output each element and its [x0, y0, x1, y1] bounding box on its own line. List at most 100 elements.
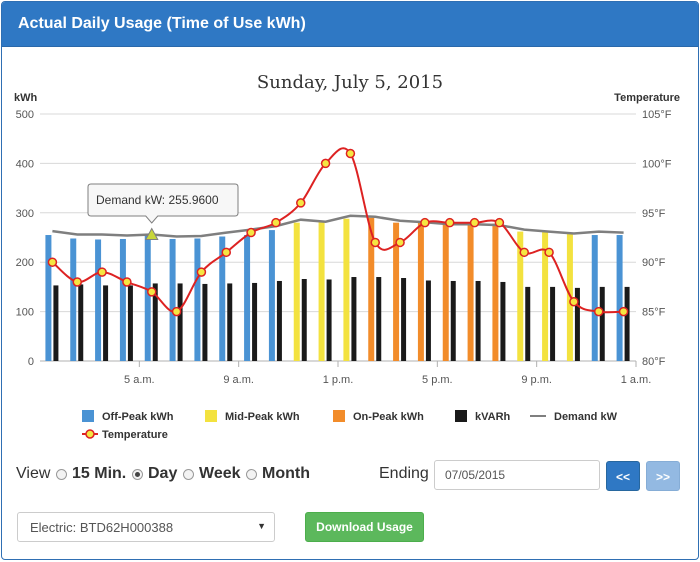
temperature-point — [320, 158, 331, 169]
temperature-point — [271, 217, 281, 228]
temperature-point — [296, 198, 306, 208]
usage-bar — [318, 221, 325, 361]
next-period-button[interactable]: >> — [646, 461, 680, 491]
legend-label: Demand kW — [554, 411, 618, 423]
usage-bar — [268, 230, 275, 361]
x-tick-label: 9 a.m. — [223, 374, 254, 386]
tooltip-box — [87, 183, 239, 224]
kvarh-bar — [475, 280, 481, 361]
usage-bar — [442, 223, 449, 361]
view-option-15min[interactable]: 15 Min. — [56, 465, 126, 483]
usage-bar — [293, 222, 300, 361]
kvarh-bar — [376, 277, 382, 361]
download-usage-button[interactable]: Download Usage — [305, 512, 424, 542]
view-option-label: Month — [262, 465, 310, 482]
radio-15min[interactable] — [56, 468, 67, 480]
usage-bar — [70, 238, 77, 361]
temperature-point — [618, 306, 629, 317]
temperature-point — [594, 306, 604, 317]
temperature-point — [519, 247, 529, 258]
y-tick-label-left: 400 — [16, 158, 34, 170]
usage-chart: Sunday, July 5, 2015 kWh Temperature 0 100 20… — [14, 72, 680, 441]
y-tick-label-right: 95°F — [642, 208, 666, 220]
y-tick-label-left: 300 — [16, 208, 34, 220]
kvarh-bar — [550, 286, 556, 361]
y-tick-label-right: 85°F — [642, 307, 666, 319]
demand-hover-marker — [144, 227, 159, 241]
y-tick-label-left: 0 — [28, 356, 34, 368]
kvarh-bar — [152, 283, 158, 361]
usage-bar — [542, 231, 549, 361]
kvarh-bar — [525, 286, 531, 361]
kvarh-bar — [326, 279, 332, 361]
temperature-point — [445, 217, 455, 228]
view-option-label: 15 Min. — [72, 465, 127, 482]
temperature-point — [147, 287, 157, 297]
panel-header: Actual Daily Usage (Time of Use kWh) — [2, 2, 698, 47]
legend-swatch — [333, 410, 345, 422]
chart-title: Sunday, July 5, 2015 — [257, 72, 443, 93]
legend-label: kVARh — [475, 411, 511, 423]
temperature-point — [122, 277, 132, 287]
demand-kw-line — [52, 214, 624, 238]
legend-label: Temperature — [102, 429, 168, 441]
kvarh-bar — [599, 286, 605, 361]
temperature-point — [345, 148, 356, 159]
view-option-month[interactable]: Month — [246, 465, 310, 483]
temperature-point — [171, 306, 182, 317]
kvarh-bar — [78, 284, 84, 361]
kvarh-bar — [351, 277, 357, 361]
radio-week[interactable] — [183, 468, 194, 480]
radio-month[interactable] — [246, 468, 257, 480]
x-tick-label: 9 p.m. — [521, 374, 552, 386]
view-option-label: Day — [148, 465, 178, 482]
view-option-day[interactable]: Day — [132, 465, 177, 483]
panel-title: Actual Daily Usage (Time of Use kWh) — [18, 15, 306, 32]
legend-label: Mid-Peak kWh — [225, 411, 300, 423]
kvarh-bar — [127, 285, 133, 361]
usage-bar — [169, 238, 176, 361]
x-tick-label: 1 p.m. — [323, 374, 354, 386]
usage-bar — [244, 235, 251, 361]
meter-select[interactable]: Electric: BTD62H000388 ▼ — [17, 512, 275, 542]
legend-swatch — [85, 429, 95, 439]
kvarh-bar — [425, 280, 431, 361]
kvarh-bar — [574, 287, 580, 361]
usage-bar — [194, 238, 201, 361]
legend-label: Off-Peak kWh — [102, 411, 174, 423]
chevron-down-icon: ▼ — [257, 521, 266, 531]
temperature-point — [221, 247, 231, 258]
x-tick-label: 1 a.m. — [621, 374, 652, 386]
view-label: View — [16, 465, 51, 482]
y-tick-label-right: 105°F — [642, 109, 672, 121]
usage-bar — [119, 238, 126, 361]
view-option-label: Week — [199, 465, 241, 482]
y-tick-label-left: 100 — [16, 307, 34, 319]
usage-bar — [467, 223, 474, 361]
kvarh-bar — [252, 282, 258, 361]
temperature-point — [246, 227, 256, 238]
usage-bar — [616, 235, 623, 361]
kvarh-bar — [624, 286, 630, 361]
y-axis-right-title: Temperature — [614, 92, 680, 104]
usage-bar — [393, 222, 400, 361]
usage-bar — [343, 218, 350, 361]
temperature-point — [72, 277, 82, 287]
temperature-point — [544, 247, 554, 258]
y-tick-label-right: 100°F — [642, 158, 672, 170]
previous-period-button[interactable]: << — [606, 461, 640, 491]
kvarh-bar — [401, 278, 407, 361]
temperature-point — [469, 217, 480, 228]
usage-bar — [219, 236, 226, 361]
kvarh-bar — [227, 283, 233, 361]
legend-swatch — [455, 410, 467, 422]
kvarh-bar — [500, 281, 506, 361]
usage-bar — [517, 231, 524, 361]
view-option-week[interactable]: Week — [183, 465, 241, 483]
kvarh-bar — [450, 280, 456, 361]
ending-date-input[interactable] — [434, 460, 600, 490]
radio-day[interactable] — [132, 468, 143, 480]
legend-label: On-Peak kWh — [353, 411, 424, 423]
temperature-point — [97, 267, 107, 277]
legend-swatch — [82, 410, 94, 422]
